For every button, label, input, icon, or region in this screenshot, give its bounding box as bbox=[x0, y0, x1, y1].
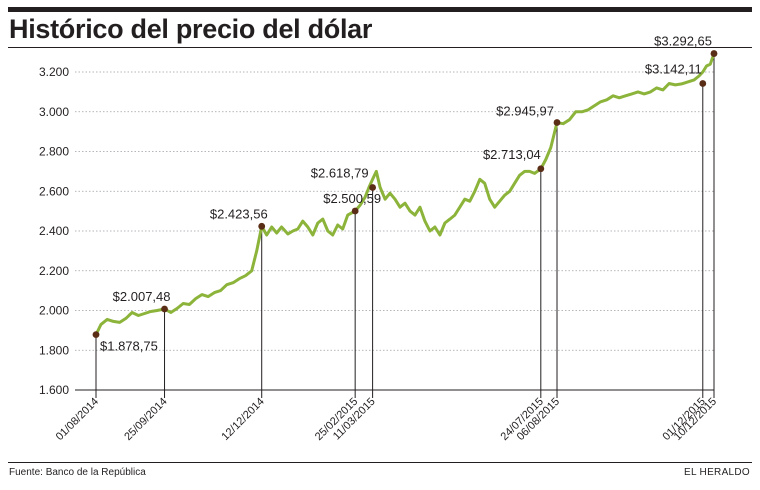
y-tick-label: 2.000 bbox=[39, 304, 69, 318]
chart-title: Histórico del precio del dólar bbox=[9, 14, 373, 44]
x-tick-label: 25/09/2014 bbox=[122, 396, 169, 443]
y-tick-label: 3.000 bbox=[39, 105, 69, 119]
data-point-label: $2.945,97 bbox=[496, 103, 554, 118]
data-point-marker bbox=[369, 184, 377, 191]
x-tick-label: 01/08/2014 bbox=[54, 396, 101, 443]
title-rule bbox=[8, 47, 752, 48]
data-point-label: $3.142,11 bbox=[645, 62, 702, 77]
top-rule bbox=[8, 7, 752, 12]
y-tick-label: 1.800 bbox=[39, 343, 69, 357]
data-point-marker bbox=[710, 50, 718, 57]
brand-label: EL HERALDO bbox=[684, 467, 750, 478]
data-point-marker bbox=[537, 165, 545, 173]
data-point-label: $3.292,65 bbox=[654, 34, 712, 49]
data-point-marker bbox=[351, 207, 359, 215]
y-tick-label: 2.600 bbox=[39, 184, 69, 198]
data-point-label: $1.878,75 bbox=[100, 339, 158, 354]
source-note: Fuente: Banco de la República bbox=[9, 467, 146, 478]
data-point-marker bbox=[92, 331, 100, 338]
x-tick-label: 12/12/2014 bbox=[219, 396, 266, 443]
price-line bbox=[94, 52, 716, 337]
data-point-marker bbox=[699, 80, 707, 87]
data-point-marker bbox=[161, 305, 168, 313]
y-tick-label: 1.600 bbox=[39, 383, 69, 397]
data-point-label: $2.423,56 bbox=[210, 206, 268, 221]
data-point-marker bbox=[258, 222, 266, 230]
data-point-label: $2.007,48 bbox=[113, 289, 171, 304]
data-point-label: $2.618,79 bbox=[311, 166, 369, 181]
y-tick-label: 2.800 bbox=[39, 145, 69, 159]
y-tick-label: 2.200 bbox=[39, 264, 69, 278]
data-point-label: $2.713,04 bbox=[483, 147, 541, 162]
footer-rule bbox=[8, 462, 752, 463]
data-point-label: $2.500,59 bbox=[323, 191, 381, 206]
y-tick-label: 2.400 bbox=[39, 224, 69, 238]
y-tick-label: 3.200 bbox=[39, 65, 69, 79]
data-point-marker bbox=[553, 119, 561, 126]
